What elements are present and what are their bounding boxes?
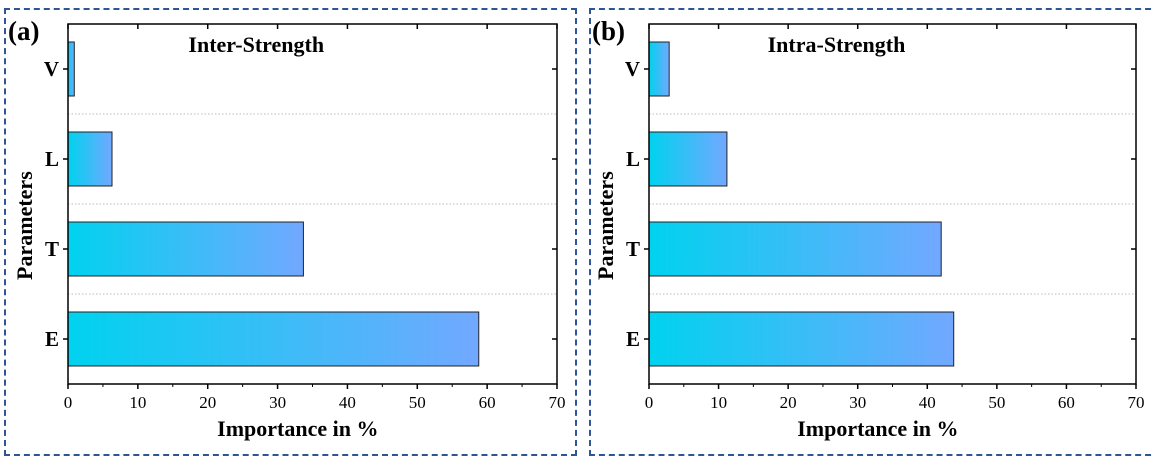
panel-label: (b)	[592, 16, 625, 46]
x-tick-label: 50	[409, 393, 426, 412]
x-tick-label: 30	[849, 393, 866, 412]
y-tick-label: T	[45, 237, 59, 261]
bar-t	[67, 221, 304, 277]
plot-frame	[648, 23, 1137, 385]
x-tick-label: 0	[645, 393, 654, 412]
chart-title: Intra-Strength	[768, 32, 906, 57]
y-tick-label: V	[44, 57, 59, 81]
bar-v	[67, 41, 75, 97]
x-axis-label: Importance in %	[797, 416, 958, 441]
y-tick-label: E	[45, 327, 59, 351]
x-tick-label: 30	[269, 393, 286, 412]
bar-l	[648, 131, 728, 187]
x-tick-label: 40	[339, 393, 356, 412]
x-tick-label: 0	[64, 393, 73, 412]
x-tick-label: 10	[710, 393, 727, 412]
x-tick-label: 50	[988, 393, 1005, 412]
chart-title: Inter-Strength	[188, 32, 324, 57]
x-tick-label: 60	[479, 393, 496, 412]
bar-v	[648, 41, 670, 97]
x-tick-label: 20	[780, 393, 797, 412]
figure: E T L V 0 10 20 30 40 50 60 70 Inter-Strength (a) Impo…	[4, 8, 1154, 456]
x-tick-label: 60	[1058, 393, 1075, 412]
bar-t	[648, 221, 942, 277]
x-tick-label: 70	[549, 393, 566, 412]
x-tick-label: 20	[199, 393, 216, 412]
x-tick-label: 10	[129, 393, 146, 412]
y-tick-label: T	[626, 237, 640, 261]
x-axis-label: Importance in %	[217, 416, 378, 441]
bar-l	[67, 131, 113, 187]
x-tick-label: 70	[1128, 393, 1145, 412]
plot-frame	[67, 23, 558, 385]
y-axis-label: Parameters	[12, 171, 37, 280]
panel-label: (a)	[8, 16, 39, 46]
bar-e	[648, 311, 955, 367]
panel-a: E T L V 0 10 20 30 40 50 60 70 Inter-Strength (a) Impo…	[8, 16, 566, 441]
chart-svg: E T L V 0 10 20 30 40 50 60 70 Inter-Strength (a) Impo…	[8, 16, 1145, 441]
y-axis-label: Parameters	[593, 171, 618, 280]
panel-b: E T L V 0 10 20 30 40 50 60 70 Intra-Strength (b) Impo…	[592, 16, 1145, 441]
y-tick-label: L	[626, 147, 640, 171]
x-tick-label: 40	[919, 393, 936, 412]
y-tick-label: E	[626, 327, 640, 351]
y-tick-label: L	[45, 147, 59, 171]
bar-e	[67, 311, 480, 367]
y-tick-label: V	[625, 57, 640, 81]
